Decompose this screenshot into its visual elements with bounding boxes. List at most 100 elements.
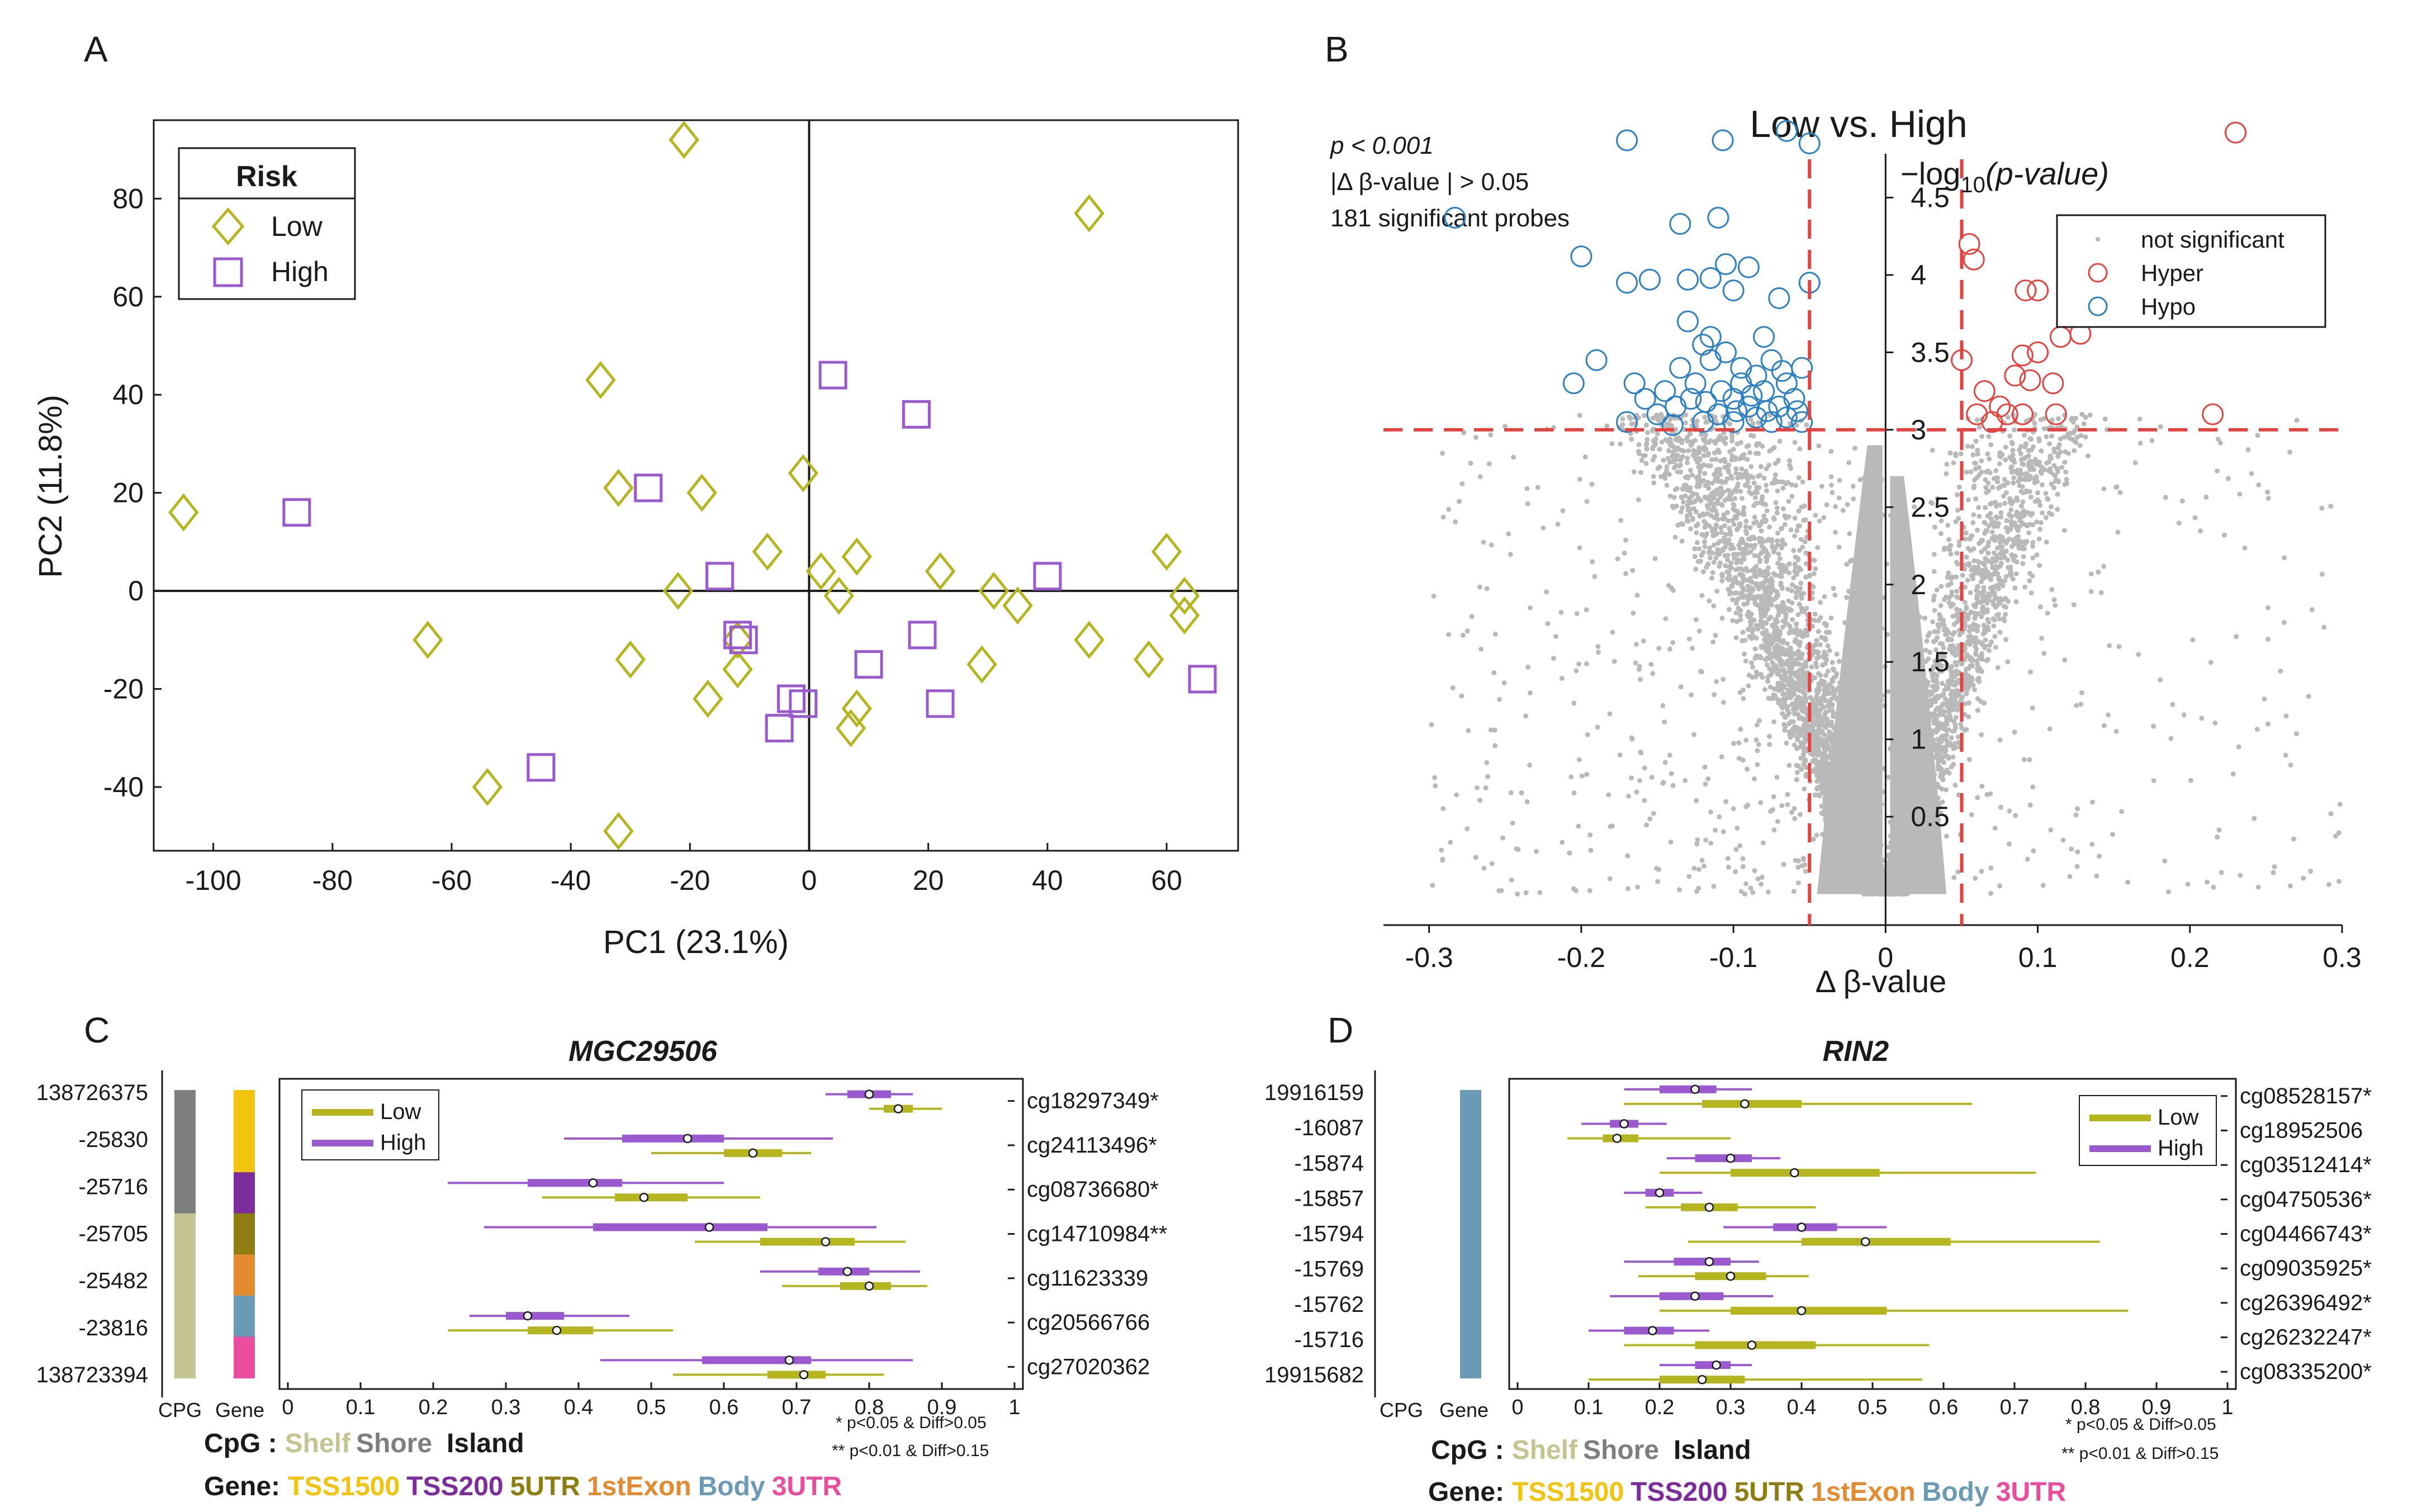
panel-a-point-low [966,645,997,684]
d-gene-track-segment [1460,1282,1481,1315]
panel-b-annot-beta: |Δ β-value | > 0.05 [1330,168,1529,196]
panel-a-legend-high: High [271,256,329,287]
panel-a-point-low [168,493,199,532]
panel-d-ticks: 0 0.1 0.2 0.3 0.4 0.5 0.6 0.7 0.8 0.9 1 [1511,1382,2234,1419]
panel-c-footnote-1: * p<0.05 & Diff>0.05 [836,1414,987,1432]
panel-a-xtick-label: 20 [913,865,944,896]
panel-b-point-hypo [1745,364,1767,387]
d-chr-position: -15794 [1294,1222,1364,1246]
c-xtick-label: 1 [1008,1396,1020,1419]
d-gene-track-segment [1460,1345,1481,1378]
panel-a-point-low [978,572,1009,610]
panel-a-point-high [777,684,806,713]
c-xtick-label: 0.4 [564,1396,594,1419]
d-xtick-label: 0.7 [2000,1396,2030,1419]
panel-b-point-hypo [1676,268,1699,291]
c-median-high [784,1355,794,1365]
panel-b-label: B [1325,29,1349,69]
panel-a-point-low [1074,620,1105,659]
panel-b-point-hyper [2027,279,2049,302]
d-chr-position: -15762 [1294,1292,1364,1317]
panel-b-point-hypo [1661,414,1684,437]
d-probe-label: cg26396492* [2240,1291,2372,1315]
c-gene-track-segment [234,1254,255,1296]
d-xtick-label: 0 [1511,1396,1523,1419]
panel-a-point-low [1169,596,1200,634]
panel-c-chromosome-positions: 138726375 -25830 -25716 -25705 -25482 -23816 1… [36,1080,148,1387]
d-chr-position: 19915682 [1264,1363,1364,1387]
panel-b-point-hypo [1760,411,1783,433]
panel-c-legend-high: High [380,1130,426,1155]
panel-a-ytick-label: 60 [112,281,144,312]
c-xtick-label: 0.8 [855,1396,884,1419]
panel-a-point-low [686,473,717,512]
panel-b-point-hyper [2045,403,2067,425]
c-median-high [588,1178,598,1188]
panel-b-xtick-label: -0.1 [1709,942,1757,973]
panel-a-legend-box [178,147,356,300]
d-chr-position: -15857 [1294,1186,1364,1211]
panel-b-point-hypo [1570,245,1592,268]
panel-b: B Low vs. High p < 0.001 |Δ β-value | > … [1325,29,2362,999]
panel-a-point-low [752,532,783,571]
panel-a-point-low [472,767,503,806]
panel-b-point-hyper [1966,403,1988,425]
c-chr-position: 138723394 [36,1363,148,1387]
panel-b-point-hypo [1699,267,1722,289]
panel-d-legend-low: Low [2158,1105,2198,1130]
panel-a-point-low [693,680,723,718]
panel-c-legend: Low High [301,1089,439,1160]
panel-c-boxplots [448,1089,942,1380]
d-chr-position: -15874 [1294,1151,1364,1176]
d-xtick-label: 0.1 [1574,1396,1604,1419]
panel-a-point-low [615,640,646,679]
c-median-low [552,1325,562,1335]
d-median-low [1612,1134,1622,1143]
panel-a-point-low [722,650,753,689]
panel-d-chromosome-positions: 19916159 -16087 -15874 -15857 -15794 -15769 -1… [1264,1080,1364,1387]
panel-d-label: D [1328,1010,1353,1050]
panel-b-legend-box [2056,214,2326,328]
panel-b-point-hypo [1783,387,1805,410]
panel-b-ytick-label: 4 [1911,259,1926,291]
panel-b-point-hypo [1791,411,1813,433]
c-cpg-track-segment [174,1336,196,1378]
c-chr-position: -25705 [78,1222,148,1246]
panel-a-point-low [841,537,873,576]
panel-a-point-low [1074,194,1105,233]
panel-b-point-hypo [1634,387,1656,410]
panel-b-point-hypo [1722,279,1745,302]
panel-b-xlabel: Δ β-value [1816,964,1947,999]
panel-d-gene-legend: Gene: TSS1500 TSS200 5UTR 1stExon Body 3UTR [1428,1477,2066,1507]
panel-a-point-high [854,650,883,679]
c-gene-track-segment [234,1090,255,1132]
panel-b-cloud-core-left [1817,445,1883,894]
d-probe-label: cg08335200* [2240,1359,2372,1384]
d-median-high [1690,1084,1700,1094]
panel-a-xtick-label: -60 [432,865,472,896]
panel-b-point-hypo [1562,372,1585,395]
panel-c-footnote-2: ** p<0.01 & Diff>0.15 [832,1442,989,1460]
panel-b-point-hyper [2202,403,2224,425]
panel-b-point-hypo [1638,268,1661,291]
panel-a-point-high [282,498,311,527]
panel-a-point-low [669,121,699,159]
c-gene-track-segment [234,1172,255,1214]
panel-a-point-low [413,620,443,659]
panel-c-legend-box [301,1089,439,1160]
panel-a-ticks: -100 -80 -60 -40 -20 0 20 40 60 -40 -20 0 20 40 60 80 [103,183,1182,896]
panel-b-point-hypo [1654,380,1676,402]
panel-b-significant-points [1444,120,2246,437]
panel-b-point-hypo [1444,206,1466,229]
panel-b-nonsignificant-cloud [1429,411,2343,897]
d-median-low [1747,1340,1757,1350]
d-chr-position: -15716 [1294,1328,1364,1352]
panel-b-point-hypo [1753,326,1775,348]
panel-b-point-hyper [2042,372,2064,395]
panel-d-footnote-2: ** p<0.01 & Diff>0.15 [2061,1444,2219,1463]
c-median-high [842,1267,852,1277]
c-median-high [523,1311,533,1321]
panel-b-ytick-label: 3.5 [1911,336,1950,368]
d-gene-track-segment [1460,1186,1481,1219]
panel-b-point-hyper [2027,341,2049,363]
